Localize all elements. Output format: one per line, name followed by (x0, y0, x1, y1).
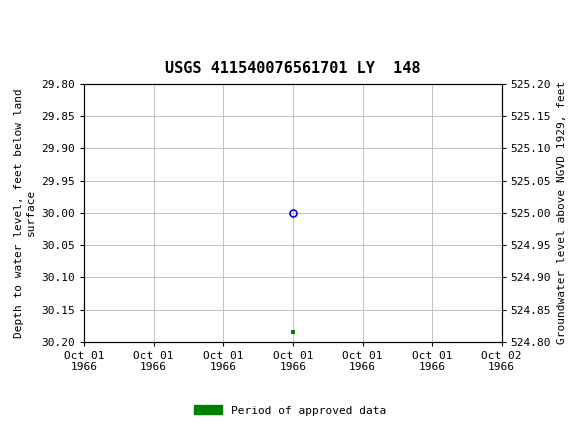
Y-axis label: Depth to water level, feet below land
surface: Depth to water level, feet below land su… (14, 88, 36, 338)
Title: USGS 411540076561701 LY  148: USGS 411540076561701 LY 148 (165, 61, 420, 76)
Legend: Period of approved data: Period of approved data (190, 401, 390, 420)
Text: ≡USGS: ≡USGS (9, 9, 68, 24)
Y-axis label: Groundwater level above NGVD 1929, feet: Groundwater level above NGVD 1929, feet (557, 81, 567, 344)
